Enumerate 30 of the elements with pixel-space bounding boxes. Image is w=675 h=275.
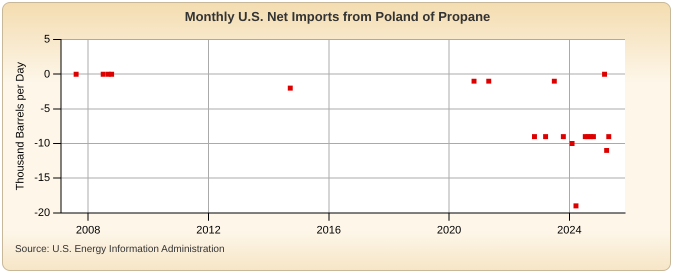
y-tick-label: -20 [34, 206, 50, 219]
point [604, 148, 610, 153]
point [602, 72, 608, 77]
point [574, 203, 578, 208]
point [570, 141, 575, 146]
y-axis-title: Thousand Barrels per Day [14, 62, 27, 190]
point [606, 134, 612, 140]
x-tick-label: 2020 [436, 224, 462, 236]
x-tick-label: 2024 [557, 224, 582, 236]
point [552, 78, 557, 84]
y-tick-label: 0 [44, 68, 50, 80]
y-tick-label: -5 [40, 102, 50, 115]
source-note: Source: U.S. Energy Information Administration [15, 244, 225, 255]
point [109, 72, 114, 77]
point [532, 134, 537, 140]
chart-title: Monthly U.S. Net Imports from Poland of Propane [184, 9, 492, 24]
point [100, 72, 106, 77]
x-tick-label: 2008 [76, 224, 100, 236]
point [560, 134, 566, 140]
point [74, 72, 79, 77]
x-tick-label: 2016 [316, 224, 342, 236]
point [590, 134, 596, 140]
point [472, 78, 476, 84]
y-tick-label: 5 [44, 34, 50, 46]
point [543, 134, 548, 140]
x-tick-label: 2012 [196, 224, 221, 236]
y-tick-label: -10 [34, 138, 50, 150]
point [288, 86, 293, 91]
y-tick-label: -15 [34, 172, 50, 184]
point [486, 78, 492, 84]
